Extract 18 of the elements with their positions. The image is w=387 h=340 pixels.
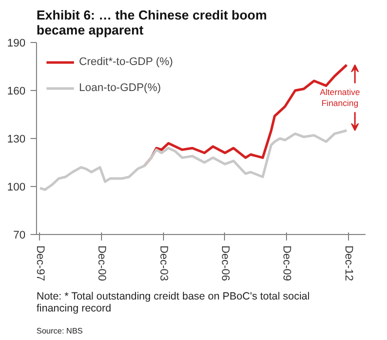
text: Note: * Total outstanding creidt base on PBoC's total social financing record <box>36 290 310 314</box>
y-tick-label: 160 <box>7 86 26 98</box>
legend-label: Loan-to-GDP(%) <box>79 82 161 94</box>
y-tick-label: 70 <box>13 230 26 242</box>
chart-title: Exhibit 6: … the Chinese credit boom became apparent <box>36 8 267 38</box>
x-tick-label: Dec-03 <box>157 246 170 281</box>
x-tick-label: Dec-06 <box>218 246 231 281</box>
line-series <box>38 129 348 191</box>
x-tick-label: Dec-09 <box>280 246 293 281</box>
source-note: Source: NBS <box>36 326 83 336</box>
y-tick-label: 190 <box>7 38 26 50</box>
x-tick-label: Dec-12 <box>342 246 354 281</box>
y-tick-label: 100 <box>7 182 26 194</box>
y-tick-label: 130 <box>7 134 26 146</box>
x-tick-label: Dec-00 <box>96 246 108 281</box>
annotation: Alternative Financing <box>320 87 360 108</box>
legend-label: Credit*-to-GDP (%) <box>79 56 173 68</box>
x-tick-label: Dec-97 <box>34 246 46 281</box>
